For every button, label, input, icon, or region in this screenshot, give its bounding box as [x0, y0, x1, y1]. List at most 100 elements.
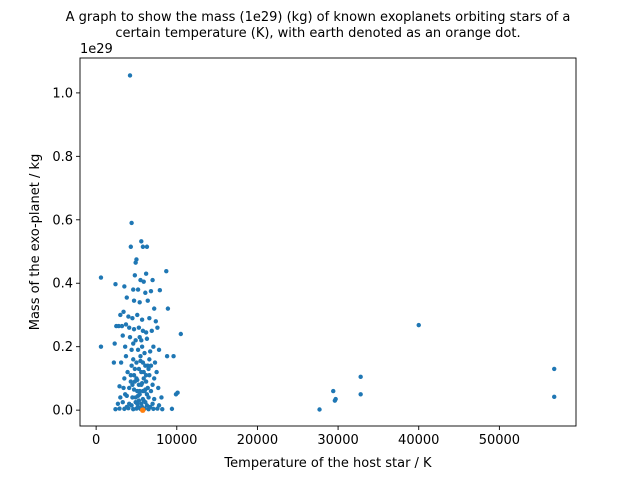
exoplanet-point	[147, 373, 152, 378]
exoplanet-point	[130, 395, 135, 400]
exoplanet-point	[152, 360, 158, 365]
exoplanet-point	[137, 392, 142, 397]
exoplanet-point	[416, 322, 421, 328]
exoplanet-point	[317, 407, 322, 412]
exoplanet-point	[164, 268, 169, 274]
exoplanet-point	[124, 404, 129, 410]
exoplanet-point	[127, 334, 133, 340]
exoplanet-point	[143, 400, 148, 405]
y-tick-label: 0.8	[52, 150, 73, 165]
exoplanet-point	[129, 403, 134, 408]
exoplanet-point	[145, 298, 150, 303]
exoplanet-point	[151, 344, 156, 349]
exoplanet-point	[143, 379, 149, 384]
x-axis-ticks: 0 10000 20000 30000 40000 50000	[92, 426, 520, 448]
y-tick-label: 0.6	[52, 213, 73, 228]
exoplanet-point	[144, 392, 150, 397]
exoplanet-point	[120, 333, 125, 338]
exoplanet-point	[143, 271, 149, 276]
exoplanet-point	[119, 323, 125, 329]
exoplanet-point	[156, 347, 162, 353]
exoplanet-point	[129, 220, 134, 226]
data-points	[98, 73, 557, 413]
exoplanet-point	[135, 287, 141, 292]
exoplanet-point	[150, 382, 155, 387]
exoplanet-point	[131, 287, 136, 292]
exoplanet-point	[149, 328, 154, 334]
exoplanet-point	[138, 354, 143, 359]
exoplanet-point	[121, 309, 126, 314]
exoplanet-point	[146, 366, 151, 372]
exoplanet-point	[137, 334, 142, 340]
exoplanet-point	[143, 363, 148, 368]
exoplanet-point	[151, 376, 157, 381]
exoplanet-point	[155, 325, 160, 330]
exoplanet-point	[135, 388, 140, 394]
exoplanet-point	[141, 279, 146, 284]
y-axis-ticks: 0.0 0.2 0.4 0.6 0.8 1.0	[52, 86, 80, 419]
exoplanet-point	[122, 344, 128, 349]
exoplanet-point	[143, 330, 149, 335]
exoplanet-point	[150, 277, 155, 283]
exoplanet-point	[140, 388, 146, 394]
exoplanet-point	[139, 344, 145, 349]
exoplanet-point	[175, 390, 180, 395]
exoplanet-point	[147, 404, 153, 410]
exoplanet-point	[117, 406, 122, 411]
exoplanet-point	[144, 244, 150, 249]
exoplanet-point	[160, 406, 165, 412]
exoplanet-point	[148, 363, 154, 368]
exoplanet-point	[147, 315, 152, 321]
exoplanet-point	[130, 382, 135, 387]
exoplanet-point	[139, 239, 144, 244]
exoplanet-point	[143, 373, 149, 378]
y-axis-label: Mass of the exo-planet / kg	[28, 154, 43, 331]
x-tick-label: 50000	[479, 433, 520, 448]
exoplanet-point	[131, 298, 137, 303]
exoplanet-point	[117, 384, 122, 389]
exoplanet-point	[331, 388, 336, 394]
plot-area-frame	[79, 57, 577, 427]
exoplanet-point	[151, 406, 156, 412]
y-tick-label: 1.0	[52, 86, 73, 101]
exoplanet-point	[129, 347, 134, 353]
exoplanet-point	[123, 354, 129, 359]
x-tick-label: 20000	[237, 433, 278, 448]
exoplanet-point	[153, 319, 159, 324]
exoplanet-point	[358, 374, 363, 380]
exoplanet-point	[147, 357, 152, 362]
exoplanet-point	[131, 327, 137, 332]
exoplanet-point	[126, 325, 132, 330]
exoplanet-point	[156, 385, 161, 391]
exoplanet-point	[113, 406, 118, 412]
exoplanet-point	[151, 306, 157, 311]
exoplanet-point	[112, 341, 117, 346]
exoplanet-point	[111, 360, 117, 365]
exoplanet-point	[118, 360, 124, 365]
y-tick-label: 0.2	[52, 340, 73, 355]
exoplanet-point	[120, 400, 125, 405]
chart-title-line-1: A graph to show the mass (1e29) (kg) of …	[66, 10, 571, 25]
exoplanet-point	[141, 376, 146, 381]
exoplanet-point	[135, 347, 141, 353]
exoplanet-point	[118, 395, 123, 400]
exoplanet-point	[131, 373, 137, 378]
exoplanet-point	[154, 369, 159, 375]
y-tick-label: 0.0	[52, 404, 73, 419]
earth-point	[139, 407, 146, 413]
exoplanet-point	[147, 349, 153, 354]
exoplanet-point	[126, 314, 131, 319]
exoplanet-point	[151, 396, 157, 402]
exoplanet-point	[150, 401, 155, 406]
exoplanet-point	[134, 360, 139, 365]
exoplanet-point	[122, 392, 128, 397]
exoplanet-point	[123, 322, 129, 327]
x-axis-label: Temperature of the host star / K	[223, 456, 432, 471]
exoplanet-point	[124, 295, 129, 300]
chart-title-line-2: certain temperature (K), with earth deno…	[115, 26, 520, 41]
exoplanet-point	[132, 273, 138, 278]
exoplanet-point	[127, 73, 133, 78]
exoplanet-point	[165, 306, 171, 311]
exoplanet-point	[133, 260, 138, 265]
